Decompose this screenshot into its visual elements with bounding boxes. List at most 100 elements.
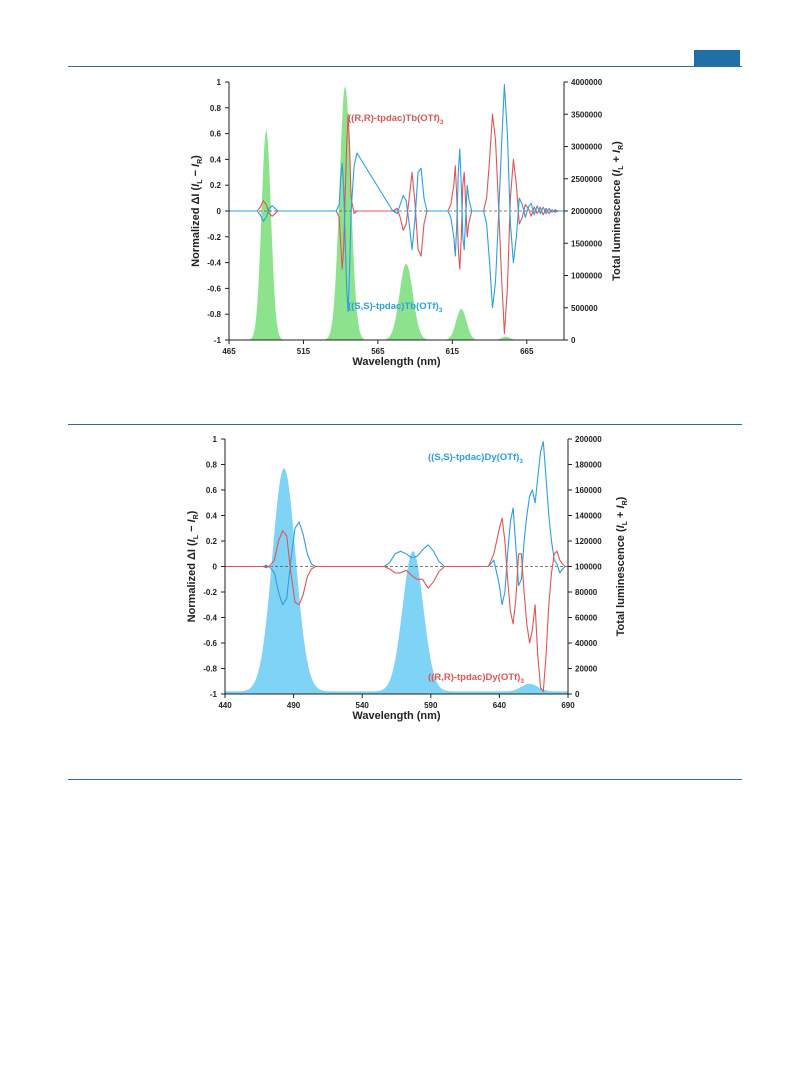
total-luminescence-area <box>229 86 564 340</box>
series-label-sub: 3 <box>519 458 523 465</box>
ylabel-left-il: I <box>186 538 198 542</box>
x-tick-label: 590 <box>424 701 438 710</box>
x-axis-label: Wavelength (nm) <box>352 356 441 368</box>
ylabel-left-ir-sub: R <box>197 159 204 164</box>
ylabel-left-suffix: ) <box>186 510 198 514</box>
x-tick-label: 490 <box>287 701 301 710</box>
left-tick-label: -0.4 <box>203 614 217 623</box>
x-tick-label: 465 <box>222 347 236 356</box>
left-tick-label: 0.6 <box>210 130 222 139</box>
x-axis-label: Wavelength (nm) <box>352 710 441 722</box>
x-tick-label: 440 <box>218 701 232 710</box>
left-tick-label: 0.8 <box>210 104 222 113</box>
ylabel-right-suffix: ) <box>611 141 623 145</box>
y-axis-label-left: Normalized ΔI (IL − IR) <box>190 155 204 267</box>
left-tick-label: 0 <box>217 207 222 216</box>
separator-rule-1 <box>68 424 742 425</box>
right-tick-label: 140000 <box>575 512 602 521</box>
x-tick-label: 665 <box>520 347 534 356</box>
ylabel-right-plus: + <box>615 508 627 521</box>
left-tick-label: -0.2 <box>207 233 221 242</box>
x-tick-label: 515 <box>297 347 311 356</box>
x-tick-label: 540 <box>356 701 370 710</box>
ylabel-right-ir: I <box>615 504 627 508</box>
right-tick-label: 500000 <box>571 304 598 313</box>
ylabel-right-suffix: ) <box>615 496 627 500</box>
series-label-1: ((S,S)-tpdac)Tb(OTf)3 <box>348 301 443 314</box>
series-label-main: ((R,R)-tpdac)Tb(OTf) <box>348 113 440 124</box>
series-label-0: ((S,S)-tpdac)Dy(OTf)3 <box>428 452 523 465</box>
ylabel-left-il-sub: L <box>193 534 200 539</box>
ylabel-right-ir: I <box>611 149 623 153</box>
left-tick-label: -0.2 <box>203 588 217 597</box>
x-tick-label: 640 <box>493 701 507 710</box>
left-tick-label: 0.6 <box>206 486 218 495</box>
right-tick-label: 120000 <box>575 537 602 546</box>
ylabel-right-il-sub: L <box>622 520 629 525</box>
right-tick-label: 60000 <box>575 614 598 623</box>
right-tick-label: 1500000 <box>571 239 603 248</box>
left-tick-label: 0.4 <box>210 155 222 164</box>
x-tick-label: 565 <box>371 347 385 356</box>
ylabel-left-ir: I <box>186 518 198 522</box>
left-tick-label: -0.4 <box>207 259 221 268</box>
right-tick-label: 40000 <box>575 639 598 648</box>
series-line-0 <box>229 113 564 335</box>
series-label-sub: 3 <box>439 307 443 314</box>
series-label-sub: 3 <box>440 119 444 126</box>
ylabel-left-il-sub: L <box>197 179 204 184</box>
ylabel-left-ir-sub: R <box>193 514 200 519</box>
right-tick-label: 20000 <box>575 665 598 674</box>
series-label-main: ((S,S)-tpdac)Tb(OTf) <box>348 301 439 312</box>
total-luminescence-area <box>225 468 568 694</box>
right-tick-label: 180000 <box>575 461 602 470</box>
y-axis-label-right: Total luminescence (IL + IR) <box>615 496 629 636</box>
right-tick-label: 4000000 <box>571 78 603 87</box>
right-tick-label: 2500000 <box>571 175 603 184</box>
ylabel-left-prefix: Normalized ΔI ( <box>190 186 202 266</box>
right-tick-label: 80000 <box>575 588 598 597</box>
series-label-main: ((S,S)-tpdac)Dy(OTf) <box>428 452 519 463</box>
ylabel-left-il: I <box>190 183 202 187</box>
ylabel-right-il: I <box>615 524 627 528</box>
series-label-main: ((R,R)-tpdac)Dy(OTf) <box>428 672 520 683</box>
left-tick-label: -0.6 <box>203 639 217 648</box>
ylabel-left-suffix: ) <box>190 155 202 159</box>
separator-rule-2 <box>68 779 742 780</box>
left-tick-label: 0.8 <box>206 461 218 470</box>
right-tick-label: 3500000 <box>571 110 603 119</box>
ylabel-right-prefix: Total luminescence ( <box>615 528 627 636</box>
header-accent-tab <box>694 50 740 66</box>
ylabel-right-plus: + <box>611 153 623 166</box>
right-tick-label: 1000000 <box>571 272 603 281</box>
series-label-sub: 3 <box>520 678 524 685</box>
left-tick-label: 0.2 <box>210 181 222 190</box>
right-tick-label: 2000000 <box>571 207 603 216</box>
ylabel-right-ir-sub: R <box>618 145 625 150</box>
left-tick-label: 1 <box>213 435 218 444</box>
right-tick-label: 200000 <box>575 435 602 444</box>
ylabel-right-ir-sub: R <box>622 500 629 505</box>
right-tick-label: 3000000 <box>571 143 603 152</box>
left-tick-label: -0.8 <box>203 665 217 674</box>
ylabel-right-il-sub: L <box>618 165 625 170</box>
ylabel-right-il: I <box>611 169 623 173</box>
right-tick-label: 0 <box>575 690 580 699</box>
left-tick-label: -0.6 <box>207 284 221 293</box>
right-tick-label: 0 <box>571 336 576 345</box>
right-tick-label: 100000 <box>575 563 602 572</box>
y-axis-label-left: Normalized ΔI (IL − IR) <box>186 510 200 622</box>
left-tick-label: 0 <box>213 563 218 572</box>
ylabel-right-prefix: Total luminescence ( <box>611 173 623 281</box>
x-tick-label: 690 <box>561 701 575 710</box>
left-tick-label: 0.2 <box>206 537 218 546</box>
right-tick-label: 160000 <box>575 486 602 495</box>
left-tick-label: 0.4 <box>206 512 218 521</box>
y-axis-label-right: Total luminescence (IL + IR) <box>611 141 625 281</box>
ylabel-left-prefix: Normalized ΔI ( <box>186 542 198 622</box>
ylabel-left-minus: − <box>186 522 198 535</box>
left-tick-label: -1 <box>210 690 218 699</box>
x-tick-label: 615 <box>446 347 460 356</box>
series-line-1 <box>229 84 564 313</box>
